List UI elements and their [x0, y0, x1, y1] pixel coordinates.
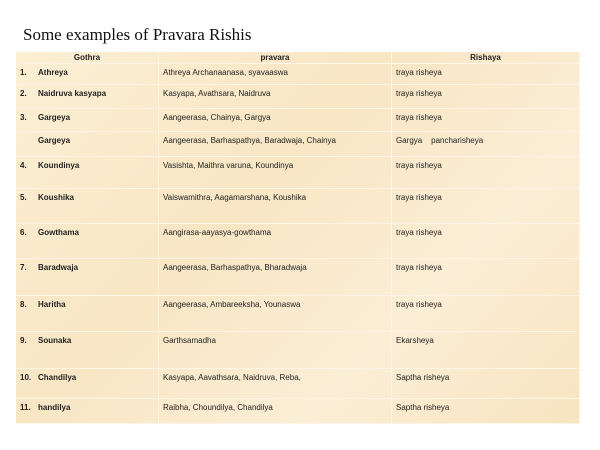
gothra-cell: 10. Chandilya — [16, 368, 159, 399]
gothra-name: Gargeya — [38, 136, 71, 145]
row-number: 7. — [20, 263, 27, 272]
table-row: Gargeya Aangeerasa, Barhaspathya, Baradw… — [16, 131, 580, 157]
row-number: 9. — [20, 336, 27, 345]
gothra-name: Athreya — [38, 68, 68, 77]
gothra-name: Naidruva kasyapa — [38, 89, 107, 98]
gothra-cell: 5. Koushika — [16, 188, 159, 224]
gothra-name: Sounaka — [38, 336, 72, 345]
row-number: 2. — [20, 89, 27, 98]
gothra-cell: 6. Gowthama — [16, 223, 159, 259]
pravara-cell: Aangeerasa, Barhaspathya, Baradwaja, Cha… — [158, 131, 392, 157]
gothra-name: Gowthama — [38, 228, 79, 237]
pravara-cell: Vasishta, Maithra varuna, Koundinya — [158, 156, 392, 189]
page-title: Some examples of Pravara Rishis — [23, 25, 252, 44]
gothra-name: Koushika — [38, 193, 75, 202]
table-row: 8. Haritha Aangeerasa, Ambareeksha, Youna… — [16, 295, 580, 332]
table-header-row: Gothra pravara Rishaya — [16, 52, 580, 64]
gothra-cell: 1. Athreya — [16, 63, 159, 85]
pravara-cell: Vaiswamithra, Aagamarshana, Koushika — [158, 188, 392, 224]
row-number: 1. — [20, 68, 27, 77]
pravara-cell: Aangeerasa, Ambareeksha, Younaswa — [158, 295, 392, 332]
header-rishaya: Rishaya — [391, 52, 580, 64]
table-row: 5. Koushika Vaiswamithra, Aagamarshana, K… — [16, 188, 580, 224]
rishaya-cell: traya risheya — [391, 188, 580, 224]
row-number: 5. — [20, 193, 27, 202]
rishaya-cell: traya risheya — [391, 84, 580, 109]
gothra-name: Baradwaja — [38, 263, 79, 272]
table-row: 11. handilya Raibha, Choundilya, Chandily… — [16, 398, 580, 424]
gothra-name: Gargeya — [38, 113, 71, 122]
rishaya-cell: traya risheya — [391, 223, 580, 259]
row-number: 8. — [20, 300, 27, 309]
table-row: 9. Sounaka Garthsamadha Ekarsheya — [16, 331, 580, 369]
pravara-cell: Aangirasa-aayasya-gowthama — [158, 223, 392, 259]
rishaya-cell: Gargya pancharisheya — [391, 131, 580, 157]
table-row: 10. Chandilya Kasyapa, Aavathsara, Naidru… — [16, 368, 580, 399]
row-number: 6. — [20, 228, 27, 237]
header-pravara: pravara — [158, 52, 392, 64]
row-number: 3. — [20, 113, 27, 122]
pravara-cell: Athreya Archanaanasa, syavaaswa — [158, 63, 392, 85]
gothra-name: handilya — [38, 403, 71, 412]
gothra-cell: 2. Naidruva kasyapa — [16, 84, 159, 109]
pravara-table: Gothra pravara Rishaya 1. Athreya Athreya… — [16, 52, 580, 424]
gothra-name: Chandilya — [38, 373, 77, 382]
rishaya-cell: Saptha risheya — [391, 398, 580, 424]
row-number: 4. — [20, 161, 27, 170]
pravara-cell: Aangeerasa, Chainya, Gargya — [158, 108, 392, 132]
gothra-cell: 9. Sounaka — [16, 331, 159, 369]
pravara-cell: Kasyapa, Aavathsara, Naidruva, Reba, — [158, 368, 392, 399]
gothra-name: Haritha — [38, 300, 66, 309]
gothra-cell: Gargeya — [16, 131, 159, 157]
pravara-cell: Raibha, Choundilya, Chandilya — [158, 398, 392, 424]
gothra-cell: 3. Gargeya — [16, 108, 159, 132]
gothra-cell: 4. Koundinya — [16, 156, 159, 189]
gothra-cell: 8. Haritha — [16, 295, 159, 332]
pravara-cell: Kasyapa, Avathsara, Naidruva — [158, 84, 392, 109]
table-row: 6. Gowthama Aangirasa-aayasya-gowthama tr… — [16, 223, 580, 259]
rishaya-cell: traya risheya — [391, 63, 580, 85]
header-gothra: Gothra — [16, 52, 159, 64]
gothra-name: Koundinya — [38, 161, 80, 170]
table-row: 7. Baradwaja Aangeerasa, Barhaspathya, Bh… — [16, 258, 580, 296]
gothra-cell: 11. handilya — [16, 398, 159, 424]
pravara-cell: Aangeerasa, Barhaspathya, Bharadwaja — [158, 258, 392, 296]
row-number: 11. — [20, 403, 31, 412]
table-row: 3. Gargeya Aangeerasa, Chainya, Gargya tr… — [16, 108, 580, 132]
table-row: 2. Naidruva kasyapa Kasyapa, Avathsara, N… — [16, 84, 580, 109]
row-number: 10. — [20, 373, 32, 382]
rishaya-cell: traya risheya — [391, 156, 580, 189]
rishaya-cell: traya risheya — [391, 295, 580, 332]
rishaya-cell: Saptha risheya — [391, 368, 580, 399]
rishaya-cell: traya risheya — [391, 108, 580, 132]
gothra-cell: 7. Baradwaja — [16, 258, 159, 296]
rishaya-cell: traya risheya — [391, 258, 580, 296]
table-row: 4. Koundinya Vasishta, Maithra varuna, Ko… — [16, 156, 580, 189]
rishaya-cell: Ekarsheya — [391, 331, 580, 369]
table-row: 1. Athreya Athreya Archanaanasa, syavaasw… — [16, 63, 580, 85]
pravara-cell: Garthsamadha — [158, 331, 392, 369]
